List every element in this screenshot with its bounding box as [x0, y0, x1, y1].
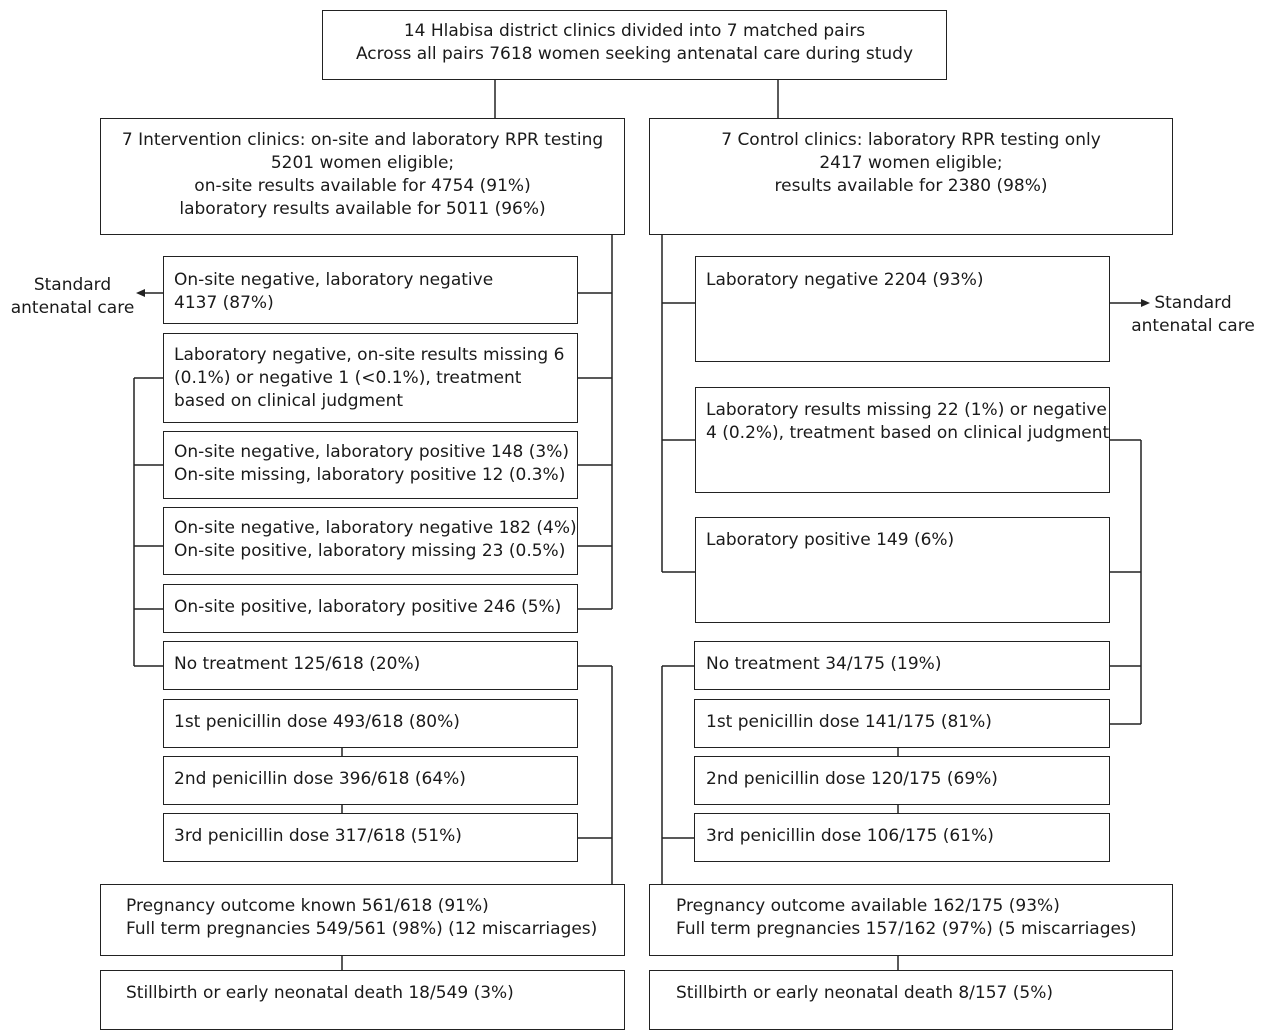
control-stillbirth-box: Stillbirth or early neonatal death 8/157… — [649, 970, 1173, 1030]
treatment-line: No treatment 125/618 (20%) — [174, 654, 421, 674]
outcome-line: Full term pregnancies 157/162 (97%) (5 m… — [676, 919, 1137, 939]
intervention-treatment-box: No treatment 125/618 (20%) — [163, 641, 578, 690]
treatment-line: 2nd penicillin dose 396/618 (64%) — [174, 769, 466, 789]
standard-care-line: antenatal care — [1131, 316, 1255, 336]
control-group-box: Laboratory positive 149 (6%) — [695, 517, 1110, 623]
control-outcome-box: Pregnancy outcome available 162/175 (93%… — [649, 884, 1173, 956]
intervention-header-box: 7 Intervention clinics: on-site and labo… — [100, 118, 625, 235]
standard-care-line: antenatal care — [10, 298, 135, 318]
group-line: On-site missing, laboratory positive 12 … — [174, 465, 566, 485]
intervention-outcome-box: Pregnancy outcome known 561/618 (91%) Fu… — [100, 884, 625, 956]
intervention-group-box: On-site negative, laboratory positive 14… — [163, 431, 578, 499]
intervention-header-line: laboratory results available for 5011 (9… — [179, 199, 546, 219]
group-line: Laboratory results missing 22 (1%) or ne… — [706, 400, 1107, 420]
intervention-standard-care-label: Standard antenatal care — [10, 274, 135, 320]
group-line: On-site negative, laboratory negative — [174, 270, 494, 290]
group-line: Laboratory positive 149 (6%) — [706, 530, 955, 550]
intervention-treatment-box: 3rd penicillin dose 317/618 (51%) — [163, 813, 578, 862]
control-header-line: results available for 2380 (98%) — [774, 176, 1048, 196]
control-group-box: Laboratory negative 2204 (93%) — [695, 256, 1110, 362]
group-line: On-site negative, laboratory negative 18… — [174, 518, 577, 538]
group-line: On-site positive, laboratory missing 23 … — [174, 541, 566, 561]
treatment-line: No treatment 34/175 (19%) — [706, 654, 942, 674]
treatment-line: 2nd penicillin dose 120/175 (69%) — [706, 769, 998, 789]
treatment-line: 1st penicillin dose 493/618 (80%) — [174, 712, 460, 732]
control-treatment-box: No treatment 34/175 (19%) — [694, 641, 1110, 690]
stillbirth-line: Stillbirth or early neonatal death 18/54… — [126, 983, 514, 1003]
intervention-header-line: 7 Intervention clinics: on-site and labo… — [121, 130, 604, 150]
group-line: Laboratory negative, on-site results mis… — [174, 345, 565, 365]
control-header-line: 7 Control clinics: laboratory RPR testin… — [721, 130, 1101, 150]
outcome-line: Pregnancy outcome known 561/618 (91%) — [126, 896, 489, 916]
overview-line: Across all pairs 7618 women seeking ante… — [355, 44, 914, 64]
control-treatment-box: 1st penicillin dose 141/175 (81%) — [694, 699, 1110, 748]
study-overview-box: 14 Hlabisa district clinics divided into… — [322, 10, 947, 80]
group-line: Laboratory negative 2204 (93%) — [706, 270, 984, 290]
group-line: On-site negative, laboratory positive 14… — [174, 442, 569, 462]
treatment-line: 3rd penicillin dose 106/175 (61%) — [706, 826, 994, 846]
control-header-line: 2417 women eligible; — [819, 153, 1003, 173]
control-treatment-box: 2nd penicillin dose 120/175 (69%) — [694, 756, 1110, 805]
intervention-group-box: Laboratory negative, on-site results mis… — [163, 333, 578, 423]
intervention-group-box: On-site positive, laboratory positive 24… — [163, 584, 578, 633]
intervention-header-line: on-site results available for 4754 (91%) — [194, 176, 531, 196]
control-group-box: Laboratory results missing 22 (1%) or ne… — [695, 387, 1110, 493]
outcome-line: Pregnancy outcome available 162/175 (93%… — [676, 896, 1060, 916]
treatment-line: 1st penicillin dose 141/175 (81%) — [706, 712, 992, 732]
group-line: 4 (0.2%), treatment based on clinical ju… — [706, 423, 1110, 443]
treatment-line: 3rd penicillin dose 317/618 (51%) — [174, 826, 462, 846]
standard-care-line: Standard — [33, 275, 112, 295]
group-line: On-site positive, laboratory positive 24… — [174, 597, 562, 617]
outcome-line: Full term pregnancies 549/561 (98%) (12 … — [126, 919, 598, 939]
overview-line: 14 Hlabisa district clinics divided into… — [403, 21, 866, 41]
intervention-header-line: 5201 women eligible; — [270, 153, 455, 173]
intervention-group-box: On-site negative, laboratory negative 18… — [163, 507, 578, 575]
intervention-group-box: On-site negative, laboratory negative 41… — [163, 256, 578, 324]
standard-care-line: Standard — [1154, 293, 1232, 313]
group-line: (0.1%) or negative 1 (<0.1%), treatment — [174, 368, 522, 388]
intervention-stillbirth-box: Stillbirth or early neonatal death 18/54… — [100, 970, 625, 1030]
intervention-treatment-box: 2nd penicillin dose 396/618 (64%) — [163, 756, 578, 805]
stillbirth-line: Stillbirth or early neonatal death 8/157… — [676, 983, 1053, 1003]
group-line: based on clinical judgment — [174, 391, 404, 411]
control-standard-care-label: Standard antenatal care — [1128, 292, 1258, 338]
control-header-box: 7 Control clinics: laboratory RPR testin… — [649, 118, 1173, 235]
intervention-treatment-box: 1st penicillin dose 493/618 (80%) — [163, 699, 578, 748]
control-treatment-box: 3rd penicillin dose 106/175 (61%) — [694, 813, 1110, 862]
group-line: 4137 (87%) — [174, 293, 274, 313]
